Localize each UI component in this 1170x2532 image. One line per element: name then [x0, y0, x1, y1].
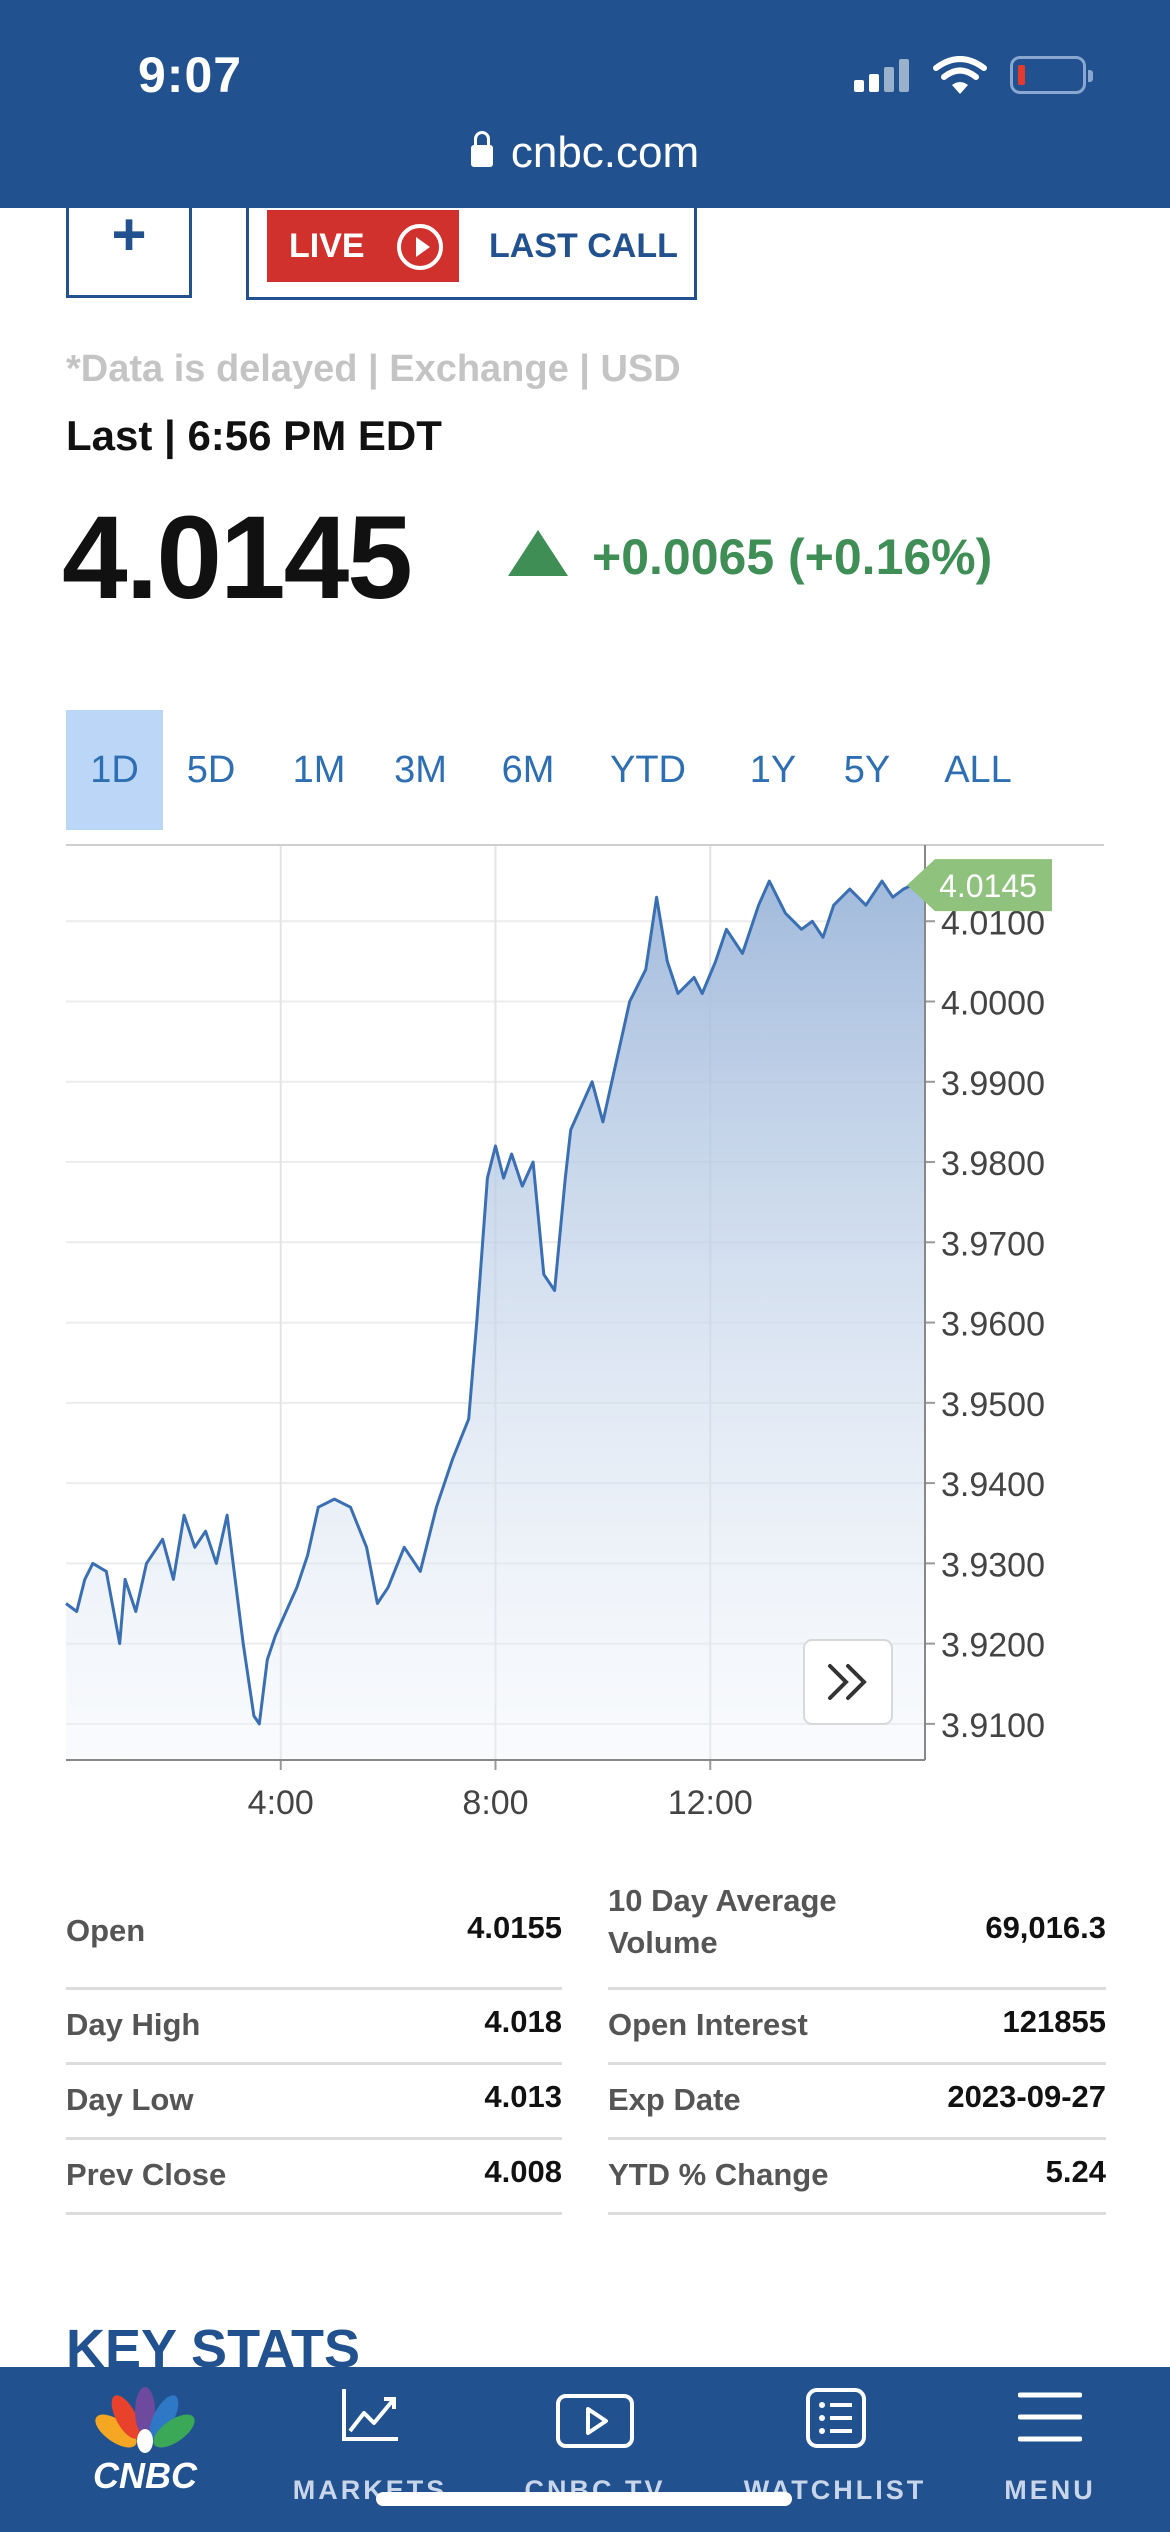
nav-cnbc-home[interactable]: CNBC: [70, 2367, 220, 2532]
stat-row: Open 4.0155: [66, 1880, 562, 1990]
last-value-badge: [907, 859, 1052, 912]
live-badge: LIVE: [267, 210, 459, 282]
bottom-navigation: CNBC MARKETS CNBC TV WATCHLIST MENU: [0, 2367, 1170, 2532]
tab-6m[interactable]: 6M: [501, 749, 555, 791]
tab-1y[interactable]: 1Y: [749, 749, 797, 791]
url-text: cnbc.com: [510, 128, 700, 177]
y-tick-label: 3.9200: [941, 1627, 1045, 1665]
cnbc-peacock-icon: [95, 2387, 195, 2453]
x-tick-label: 8:00: [462, 1784, 528, 1815]
tab-all[interactable]: ALL: [944, 749, 1012, 791]
x-tick-label: 12:00: [668, 1784, 753, 1815]
y-tick-label: 3.9300: [941, 1546, 1045, 1584]
play-circle-icon: [397, 224, 443, 270]
stat-row: Open Interest 121855: [608, 1990, 1106, 2065]
stat-row: Prev Close 4.008: [66, 2140, 562, 2215]
tab-3m[interactable]: 3M: [394, 749, 447, 791]
chart-line-icon: [342, 2389, 398, 2441]
stat-value: 69,016.3: [985, 1910, 1106, 1945]
live-last-call-button[interactable]: LIVE LAST CALL: [246, 200, 697, 300]
cnbc-logo-text: CNBC: [93, 2455, 197, 2496]
stat-value: 4.013: [484, 2079, 562, 2114]
last-value-label: 4.0145: [939, 868, 1037, 904]
address-bar[interactable]: cnbc.com: [0, 128, 1170, 178]
tab-5d[interactable]: 5D: [186, 749, 236, 791]
stat-label: Open: [66, 1913, 146, 1948]
y-tick-label: 3.9500: [941, 1386, 1045, 1424]
list-icon: [806, 2388, 866, 2448]
tab-5y[interactable]: 5Y: [843, 749, 891, 791]
stat-value: 2023-09-27: [947, 2079, 1106, 2114]
double-chevron-right-icon: [828, 1664, 867, 1700]
hamburger-icon: [1018, 2392, 1082, 2442]
stat-value: 4.018: [484, 2004, 562, 2039]
wifi-icon: [933, 56, 987, 94]
price-area-fill: [66, 881, 925, 1760]
stat-row: Day Low 4.013: [66, 2065, 562, 2140]
clock-time: 9:07: [138, 47, 243, 103]
y-tick-label: 3.9100: [941, 1707, 1045, 1745]
stat-label: Day High: [66, 2007, 201, 2042]
signal-icon: [854, 58, 914, 92]
nav-menu[interactable]: MENU: [980, 2367, 1120, 2532]
last-call-label: LAST CALL: [489, 227, 678, 265]
stat-value: 4.008: [484, 2154, 562, 2189]
stat-row: 10 Day Average Volume 69,016.3: [608, 1880, 1106, 1990]
play-icon: [556, 2394, 634, 2448]
stat-label: Day Low: [66, 2082, 194, 2117]
last-update-time: Last | 6:56 PM EDT: [66, 412, 442, 459]
y-tick-label: 3.9600: [941, 1306, 1045, 1344]
nav-menu-label: MENU: [1004, 2475, 1096, 2505]
add-to-watchlist-button[interactable]: +: [66, 200, 192, 298]
price-change: +0.0065 (+0.16%): [592, 529, 993, 585]
stat-label: 10 Day Average Volume: [608, 1883, 837, 1960]
stat-label: Prev Close: [66, 2157, 227, 2192]
y-tick-label: 3.9700: [941, 1225, 1045, 1263]
y-tick-label: 3.9400: [941, 1466, 1045, 1504]
price-chart: 4.01004.00003.99003.98003.97003.96003.95…: [65, 844, 1104, 1815]
y-tick-label: 3.9900: [941, 1065, 1045, 1103]
stat-label: Open Interest: [608, 2007, 808, 2042]
tab-ytd[interactable]: YTD: [610, 749, 686, 791]
expand-chart-button[interactable]: [803, 1639, 893, 1725]
timeframe-tabs: 1D 5D 1M 3M 6M YTD 1Y 5Y ALL: [66, 710, 1106, 830]
stat-value: 5.24: [1045, 2154, 1106, 2189]
data-delay-note: *Data is delayed | Exchange | USD: [66, 348, 681, 390]
stat-value: 4.0155: [467, 1910, 562, 1945]
tab-1d[interactable]: 1D: [66, 710, 163, 830]
stat-row: Exp Date 2023-09-27: [608, 2065, 1106, 2140]
stat-label: YTD % Change: [608, 2157, 829, 2192]
battery-icon: [1010, 56, 1093, 94]
last-price: 4.0145: [62, 492, 413, 624]
browser-status-bar: 9:07 cnbc.com: [0, 0, 1170, 208]
up-arrow-icon: [508, 530, 568, 576]
nav-markets[interactable]: MARKETS: [280, 2367, 460, 2532]
live-label: LIVE: [289, 227, 365, 265]
stat-row: YTD % Change 5.24: [608, 2140, 1106, 2215]
y-tick-label: 3.9800: [941, 1145, 1045, 1183]
stat-label: Exp Date: [608, 2082, 741, 2117]
price-line: [65, 879, 925, 1726]
y-tick-label: 4.0000: [941, 985, 1045, 1023]
lock-icon: [470, 131, 493, 167]
stat-row: Day High 4.018: [66, 1990, 562, 2065]
nav-watchlist[interactable]: WATCHLIST: [735, 2367, 935, 2532]
nav-cnbc-tv[interactable]: CNBC TV: [505, 2367, 685, 2532]
home-indicator: [376, 2492, 792, 2506]
x-tick-label: 4:00: [248, 1784, 314, 1815]
stat-value: 121855: [1002, 2004, 1106, 2039]
tab-1m[interactable]: 1M: [292, 749, 346, 791]
